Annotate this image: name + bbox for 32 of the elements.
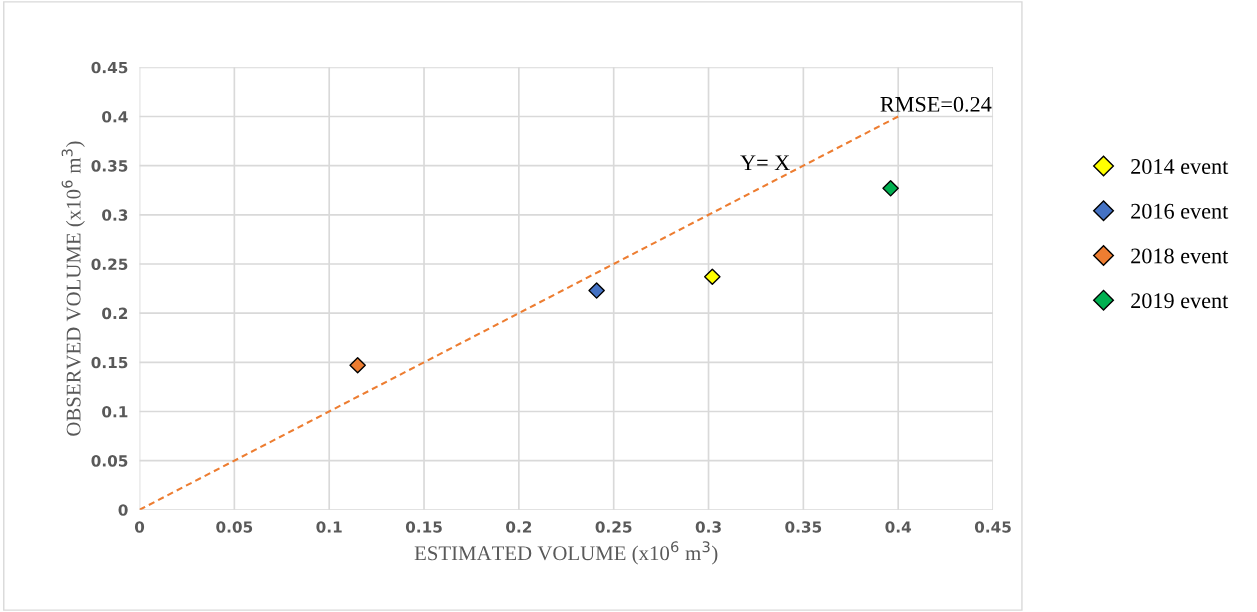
- legend-label: 2018 event: [1131, 248, 1229, 264]
- legend-label: 2016 event: [1131, 203, 1229, 219]
- x-tick-label: 0.35: [785, 521, 822, 533]
- x-axis-title: ESTIMATED VOLUME (x10$^{6}$ m$^{3}$): [414, 541, 718, 565]
- x-tick-label: 0.4: [885, 521, 912, 533]
- point: [704, 268, 721, 286]
- point: [882, 179, 899, 197]
- x-tick-label: 0.05: [216, 521, 253, 533]
- x-tick-label: 0.2: [506, 521, 532, 533]
- y-tick-label: 0.35: [91, 160, 128, 172]
- y-tick-label: 0.45: [91, 61, 128, 74]
- annotation: Y= X: [740, 155, 790, 171]
- y-tick-label: 0.1: [102, 405, 128, 418]
- x-tick-label: 0.25: [595, 521, 632, 533]
- point: [588, 282, 605, 299]
- point: [349, 356, 366, 374]
- y-tick-label: 0.15: [91, 356, 128, 369]
- y-tick-label: 0.05: [91, 455, 128, 467]
- annotation: RMSE=0.24: [880, 96, 992, 112]
- y-tick-label: 0.2: [102, 307, 128, 320]
- y-tick-label: 0.25: [91, 258, 128, 270]
- y-tick-label: 0.3: [102, 209, 128, 221]
- x-tick-label: 0.15: [405, 521, 442, 533]
- legend-label: 2014 event: [1131, 159, 1229, 174]
- legend-label: 2019 event: [1131, 293, 1229, 309]
- y-tick-label: 0.4: [102, 110, 128, 123]
- y-tick-label: 0: [118, 504, 128, 516]
- x-tick-label: 0: [134, 521, 145, 533]
- x-tick-label: 0.1: [316, 521, 342, 533]
- y-axis-title: OBSERVED VOLUME (x10$^{6}$ m$^{3}$): [61, 141, 85, 436]
- x-tick-label: 0.45: [974, 521, 1011, 533]
- x-tick-label: 0.3: [695, 521, 721, 533]
